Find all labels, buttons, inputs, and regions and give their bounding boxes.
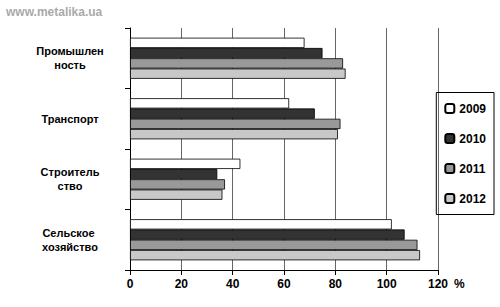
- svg-text:ность: ность: [54, 59, 86, 71]
- svg-text:2012: 2012: [459, 192, 486, 206]
- svg-text:Сельское: Сельское: [42, 227, 97, 239]
- svg-text:2011: 2011: [459, 162, 485, 176]
- svg-text:20: 20: [175, 277, 189, 291]
- svg-text:Промышлен: Промышлен: [36, 45, 104, 57]
- svg-text:60: 60: [277, 277, 291, 291]
- svg-text:Транспорт: Транспорт: [41, 113, 99, 125]
- svg-text:хозяйство: хозяйство: [42, 241, 98, 253]
- svg-text:100: 100: [377, 277, 397, 291]
- svg-text:ство: ство: [58, 180, 83, 192]
- svg-text:40: 40: [226, 277, 240, 291]
- svg-text:80: 80: [329, 277, 343, 291]
- svg-text:2009: 2009: [459, 102, 486, 116]
- svg-text:0: 0: [127, 277, 134, 291]
- svg-text:www.metalika.ua: www.metalika.ua: [5, 5, 103, 19]
- svg-text:Строитель: Строитель: [41, 166, 100, 178]
- svg-text:%: %: [454, 277, 465, 291]
- svg-text:120: 120: [428, 277, 448, 291]
- svg-text:2010: 2010: [459, 132, 486, 146]
